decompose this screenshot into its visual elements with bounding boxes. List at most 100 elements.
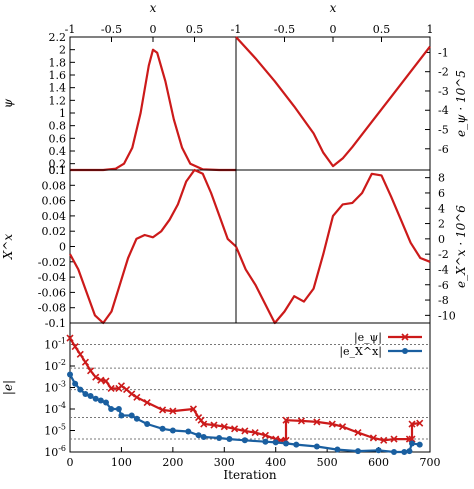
y-tick-label: 1.6 bbox=[49, 69, 67, 82]
series-line bbox=[70, 48, 236, 172]
series-point bbox=[355, 448, 361, 455]
y-tick-label: 0.1 bbox=[49, 164, 67, 177]
series-point bbox=[72, 380, 79, 387]
y-tick-label: 6 bbox=[438, 187, 445, 200]
y-tick-label: 0.04 bbox=[42, 210, 67, 223]
plot-frame bbox=[69, 36, 237, 171]
y-tick-label: 0.8 bbox=[49, 120, 67, 133]
series-point bbox=[406, 448, 413, 455]
y-axis-label: e_ψ · 10^5 bbox=[454, 70, 468, 137]
series-point bbox=[262, 438, 269, 445]
series-point bbox=[200, 420, 208, 428]
y-tick-label: -5 bbox=[438, 124, 449, 137]
series-point bbox=[81, 358, 89, 366]
y-axis-label: X^x bbox=[1, 234, 15, 261]
y-tick-label: 4 bbox=[438, 202, 445, 215]
x-axis-label: x bbox=[150, 1, 157, 15]
x-tick-label: 600 bbox=[368, 456, 389, 469]
y-tick-exponent: -5 bbox=[58, 423, 66, 432]
y-tick-label: 10-2 bbox=[44, 358, 66, 373]
y-tick-label: 1 bbox=[59, 107, 66, 120]
series-point bbox=[282, 416, 290, 424]
y-tick-label: 0.6 bbox=[49, 132, 67, 145]
x-tick-label: 0.5 bbox=[373, 23, 391, 36]
series-point bbox=[133, 415, 140, 422]
series-point bbox=[375, 447, 382, 454]
series-point bbox=[216, 434, 223, 441]
series-point bbox=[92, 373, 100, 381]
y-tick-exponent: -6 bbox=[58, 444, 66, 453]
series-line bbox=[235, 36, 431, 168]
y-tick-label: 10-5 bbox=[44, 423, 66, 438]
series-point bbox=[313, 443, 320, 450]
y-tick-label: 2.2 bbox=[49, 31, 67, 44]
series-point bbox=[77, 386, 84, 393]
y-tick-label: 0.08 bbox=[42, 179, 67, 192]
series-point bbox=[297, 417, 305, 425]
series-point bbox=[241, 427, 249, 435]
series-point bbox=[195, 432, 202, 439]
series-point bbox=[128, 390, 136, 398]
series-point bbox=[390, 435, 398, 443]
y-tick-label: -6 bbox=[438, 143, 449, 156]
series-point bbox=[220, 423, 228, 431]
series-point bbox=[128, 412, 135, 419]
series-point bbox=[293, 441, 300, 448]
y-tick-label: 0.1 bbox=[49, 164, 67, 177]
series-point bbox=[108, 406, 115, 412]
series-point bbox=[226, 436, 233, 443]
y-tick-label: -8 bbox=[438, 294, 449, 307]
series-point bbox=[82, 390, 89, 397]
series-point bbox=[391, 449, 397, 455]
y-tick-label: -2 bbox=[438, 66, 449, 79]
series-point bbox=[87, 393, 94, 400]
series-point bbox=[159, 425, 166, 432]
y-tick-label: -10 bbox=[438, 309, 456, 322]
plot-frame bbox=[235, 36, 431, 171]
series-point bbox=[117, 382, 125, 390]
x-axis-label: x bbox=[330, 1, 337, 15]
series-point bbox=[133, 393, 141, 401]
series-point bbox=[380, 436, 388, 444]
x-tick-label: -1 bbox=[65, 23, 76, 36]
y-tick-label: -0.04 bbox=[38, 271, 66, 284]
series-point bbox=[66, 334, 74, 342]
x-tick-label: 700 bbox=[420, 456, 441, 469]
x-tick-label: -0.5 bbox=[274, 23, 295, 36]
series-point bbox=[401, 449, 408, 455]
y-tick-label: -0.08 bbox=[38, 302, 66, 315]
series-point bbox=[76, 350, 84, 358]
y-tick-label: -0.1 bbox=[45, 317, 66, 330]
series-point bbox=[169, 407, 177, 415]
series-point bbox=[200, 433, 207, 440]
series-point bbox=[408, 435, 416, 443]
series-point bbox=[92, 395, 99, 402]
y-tick-exponent: -4 bbox=[58, 401, 66, 410]
x-tick-label: 0.5 bbox=[186, 23, 204, 36]
y-tick-label: 0.06 bbox=[42, 195, 67, 208]
y-axis-label: ψ bbox=[1, 98, 15, 108]
x-tick-label: 500 bbox=[317, 456, 338, 469]
y-tick-label: 1.2 bbox=[49, 94, 67, 107]
series-point bbox=[102, 377, 110, 385]
x-tick-label: 1 bbox=[427, 23, 434, 36]
y-tick-label: 2 bbox=[438, 218, 445, 231]
series-point bbox=[107, 384, 115, 393]
series-point bbox=[185, 428, 192, 435]
series-point bbox=[103, 399, 109, 406]
y-tick-label: 10-1 bbox=[44, 337, 66, 352]
series-point bbox=[251, 429, 259, 437]
series-point bbox=[97, 376, 105, 384]
x-axis-label: Iteration bbox=[223, 468, 276, 482]
series-point bbox=[408, 420, 416, 428]
y-tick-label: 1.4 bbox=[49, 82, 67, 95]
series-point bbox=[189, 405, 197, 413]
y-tick-label: 8 bbox=[438, 172, 445, 185]
series-point bbox=[159, 406, 167, 414]
y-tick-label: -3 bbox=[438, 85, 449, 98]
y-tick-label: 10-4 bbox=[44, 401, 66, 416]
series-point bbox=[231, 425, 239, 433]
y-tick-label: 0.02 bbox=[42, 225, 67, 238]
series-point bbox=[416, 441, 423, 448]
y-tick-label: 0 bbox=[438, 233, 445, 246]
